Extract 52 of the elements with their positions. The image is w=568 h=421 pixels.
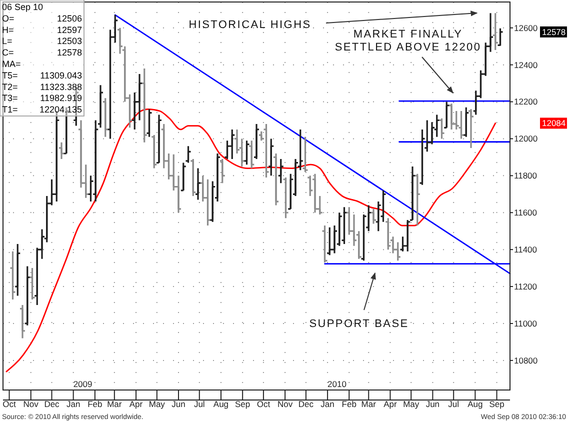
text: T5= 11309.043 <box>2 70 82 80</box>
x-tick-label: Jun <box>426 398 440 409</box>
x-tick-label: Oct <box>256 398 271 409</box>
x-tick-label: May <box>403 398 420 409</box>
text: C= <box>2 48 14 58</box>
y-tick-label: 12000 <box>514 134 538 144</box>
annotation: 2009 <box>73 379 93 389</box>
y-tick-label: 12200 <box>514 96 538 107</box>
y-tick-label: 12400 <box>514 60 538 70</box>
text: T1= 12204.135 <box>2 104 82 115</box>
x-tick-label: Jan <box>320 398 335 409</box>
text: 12578 <box>542 26 566 37</box>
x-tick-label: Feb <box>342 398 357 409</box>
y-tick-label: 11000 <box>514 318 538 328</box>
annotation: 2010 <box>328 379 347 389</box>
x-tick-label: Jun <box>172 398 186 409</box>
text: T2= 11323.388 <box>2 82 82 92</box>
x-tick-label: Nov <box>23 398 40 409</box>
annotation: HISTORICAL HIGHS <box>188 18 312 31</box>
y-tick-label: 11200 <box>514 282 538 292</box>
annotation: MARKET FINALLY SETTLED ABOVE 12200 <box>334 28 482 54</box>
x-tick-label: Apr <box>129 398 143 409</box>
y-tick-label: 11600 <box>514 208 538 218</box>
annotation: 12578 <box>56 48 82 58</box>
y-tick-label: 11800 <box>514 170 538 181</box>
text: H= 12597 <box>2 24 82 35</box>
x-tick-label: Jul <box>448 398 460 409</box>
text: O= 12506 <box>2 13 82 24</box>
annotation: MA= <box>2 59 21 69</box>
text: 12084 <box>542 118 566 128</box>
x-tick-label: Feb <box>88 398 103 409</box>
y-tick-label: 12600 <box>514 22 538 33</box>
x-tick-label: Mar <box>361 398 376 409</box>
x-tick-label: Aug <box>468 398 484 409</box>
x-tick-label: Sep <box>489 398 505 409</box>
x-tick-label: May <box>148 398 166 409</box>
y-tick-label: 10800 <box>514 355 538 366</box>
annotation: 06 Sep 10 <box>2 2 44 12</box>
x-tick-label: Aug <box>213 398 229 409</box>
x-tick-label: Dec <box>298 398 314 409</box>
x-tick-label: Jul <box>194 398 205 409</box>
x-tick-label: Oct <box>2 398 17 409</box>
x-tick-label: Mar <box>107 398 122 409</box>
x-tick-label: Nov <box>277 398 294 409</box>
text: L= 12503 <box>2 36 82 46</box>
x-tick-label: Jan <box>66 398 80 409</box>
text: T3= 11982.919 <box>2 93 82 104</box>
x-tick-label: Dec <box>44 398 60 409</box>
y-tick-label: 11400 <box>514 244 538 255</box>
annotation: SUPPORT BASE <box>309 318 409 330</box>
x-tick-label: Apr <box>384 398 397 409</box>
x-tick-label: Sep <box>235 398 250 409</box>
